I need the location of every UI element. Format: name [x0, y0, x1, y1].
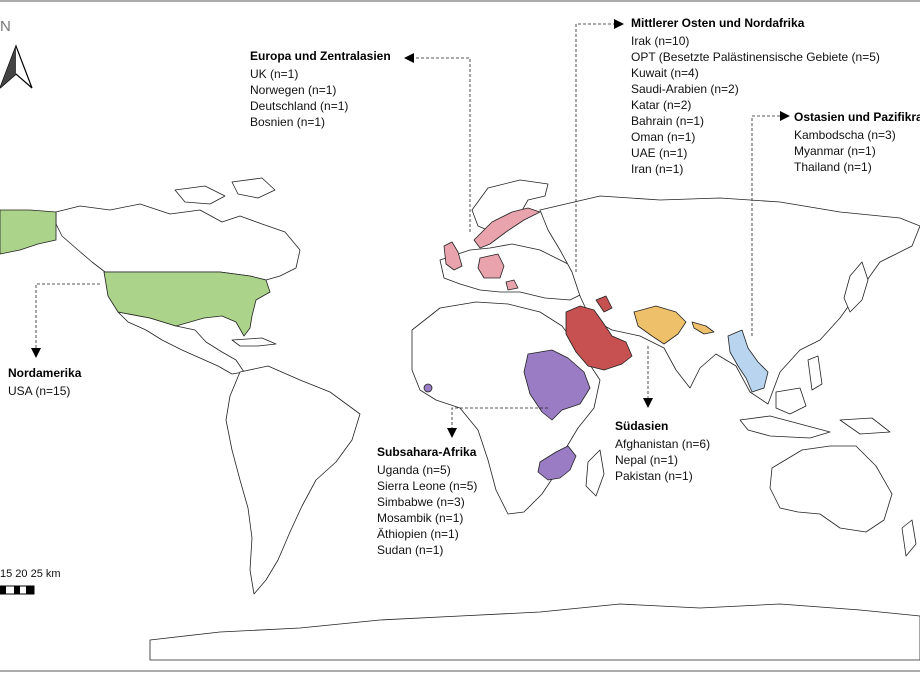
legend-item: Simbabwe (n=3): [377, 495, 465, 509]
legend-item: UAE (n=1): [631, 146, 688, 160]
indonesia: [739, 415, 831, 439]
legend-item: Iran (n=1): [631, 162, 684, 176]
leader-subsahara: [451, 407, 548, 430]
legend-item: Norwegen (n=1): [250, 83, 337, 97]
arrow-ostasien: [780, 111, 790, 121]
mena-highlight: [565, 305, 633, 371]
alaska-highlight: [0, 209, 57, 255]
australia: [769, 445, 893, 533]
japan: [843, 261, 869, 313]
arrow-subsahara: [447, 428, 457, 438]
arctic-islands: [174, 185, 226, 205]
legend-europa: Europa und Zentralasien UK (n=1) Norwege…: [250, 48, 391, 130]
legend-item: Sudan (n=1): [377, 543, 444, 557]
legend-title: Subsahara-Afrika: [377, 445, 477, 459]
arrow-mena: [614, 19, 624, 29]
legend-item: Bahrain (n=1): [631, 114, 705, 128]
east-asia-highlight: [727, 329, 769, 393]
legend-item: Saudi-Arabien (n=2): [631, 82, 739, 96]
southern-africa-highlight: [537, 445, 577, 481]
uk-highlight: [443, 241, 463, 271]
legend-item: Sierra Leone (n=5): [377, 479, 478, 493]
borneo: [775, 387, 807, 415]
legend-title: Europa und Zentralasien: [250, 49, 391, 63]
legend-item: Pakistan (n=1): [615, 469, 693, 483]
leader-mena: [575, 23, 614, 272]
legend-item: Oman (n=1): [631, 130, 696, 144]
north-label: N: [0, 18, 11, 35]
legend-item: Irak (n=10): [631, 34, 690, 48]
norway-highlight: [473, 207, 541, 249]
legend-item: Deutschland (n=1): [250, 99, 349, 113]
leader-europa: [412, 57, 471, 232]
legend-item: Bosnien (n=1): [250, 115, 326, 129]
legend-item: Kuwait (n=4): [631, 66, 699, 80]
arrow-nordamerika: [31, 348, 41, 358]
legend-item: Kambodscha (n=3): [794, 128, 896, 142]
legend-item: Katar (n=2): [631, 98, 692, 112]
leader-nordamerika: [35, 283, 100, 350]
east-africa-highlight: [523, 349, 591, 421]
south-america: [225, 365, 361, 595]
legend-title: Mittlerer Osten und Nordafrika: [631, 16, 805, 30]
philippines: [807, 355, 823, 391]
germany-highlight: [477, 253, 505, 279]
usa-highlight: [103, 271, 271, 337]
legend-item: Thailand (n=1): [794, 160, 872, 174]
north-arrow-icon: [0, 44, 33, 89]
legend-item: Nepal (n=1): [615, 453, 679, 467]
legend-suedasien: Südasien Afghanistan (n=6) Nepal (n=1) P…: [615, 418, 710, 484]
legend-mena: Mittlerer Osten und Nordafrika Irak (n=1…: [631, 15, 880, 177]
nepal-highlight: [691, 321, 715, 335]
new-guinea: [839, 417, 891, 435]
iran-highlight: [595, 295, 613, 313]
canada: [55, 203, 301, 281]
legend-item: Uganda (n=5): [377, 463, 451, 477]
legend-ostasien: Ostasien und Pazifikraum Kambodscha (n=3…: [794, 109, 920, 175]
legend-item: Afghanistan (n=6): [615, 437, 711, 451]
scale-bar: [0, 585, 35, 595]
legend-subsahara: Subsahara-Afrika Uganda (n=5) Sierra Leo…: [377, 444, 477, 558]
legend-item: UK (n=1): [250, 67, 299, 81]
legend-nordamerika: Nordamerika USA (n=15): [8, 365, 81, 399]
south-asia-highlight: [633, 305, 687, 345]
legend-title: Nordamerika: [8, 366, 82, 380]
caribbean: [231, 337, 277, 347]
leader-ostasien: [751, 115, 782, 336]
madagascar: [585, 449, 605, 497]
mexico: [117, 311, 245, 375]
arrow-suedasien: [643, 398, 653, 408]
arrow-europa: [404, 53, 414, 63]
scale-labels: 15 20 25 km: [0, 568, 61, 580]
antarctica: [149, 603, 920, 661]
new-zealand: [901, 519, 917, 557]
legend-title: Ostasien und Pazifikraum: [794, 110, 920, 124]
legend-item: Äthiopien (n=1): [377, 527, 459, 541]
legend-item: Mosambik (n=1): [377, 511, 464, 525]
legend-item: OPT (Besetzte Palästinensische Gebiete (…: [631, 50, 880, 64]
legend-item: Myanmar (n=1): [794, 144, 876, 158]
arctic-islands-2: [231, 177, 276, 199]
sierra-leone-highlight: [423, 383, 433, 393]
legend-item: USA (n=15): [8, 384, 71, 398]
bosnia-highlight: [505, 279, 519, 291]
legend-title: Südasien: [615, 419, 669, 433]
